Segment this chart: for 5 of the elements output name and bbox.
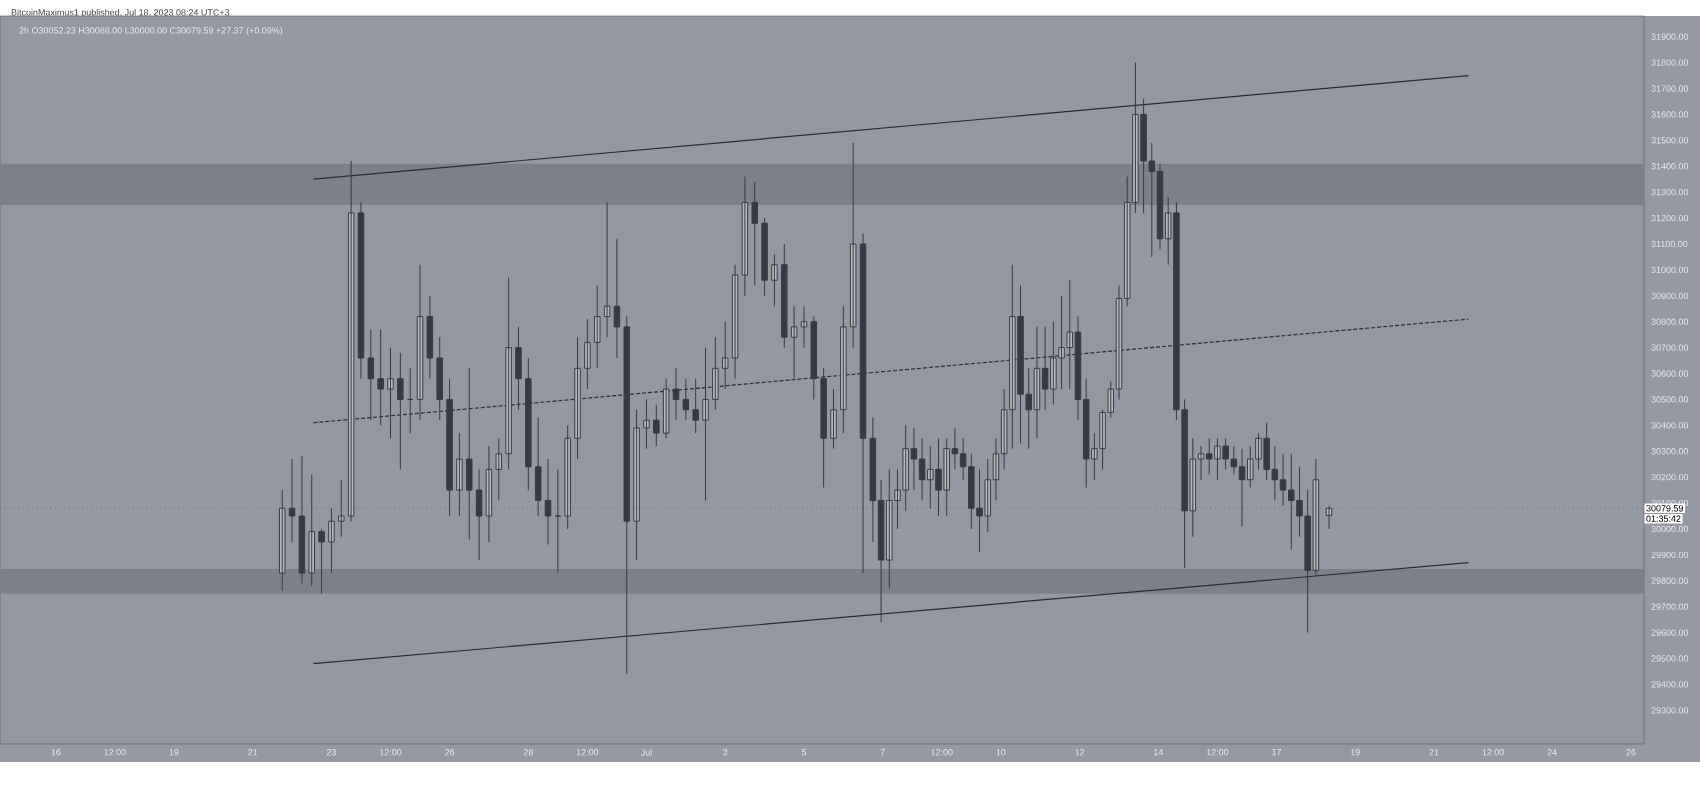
candlestick [935, 437, 942, 517]
candlestick [1214, 437, 1221, 481]
candlestick [1205, 437, 1213, 476]
candlestick [927, 445, 934, 509]
candlestick [1288, 453, 1295, 551]
